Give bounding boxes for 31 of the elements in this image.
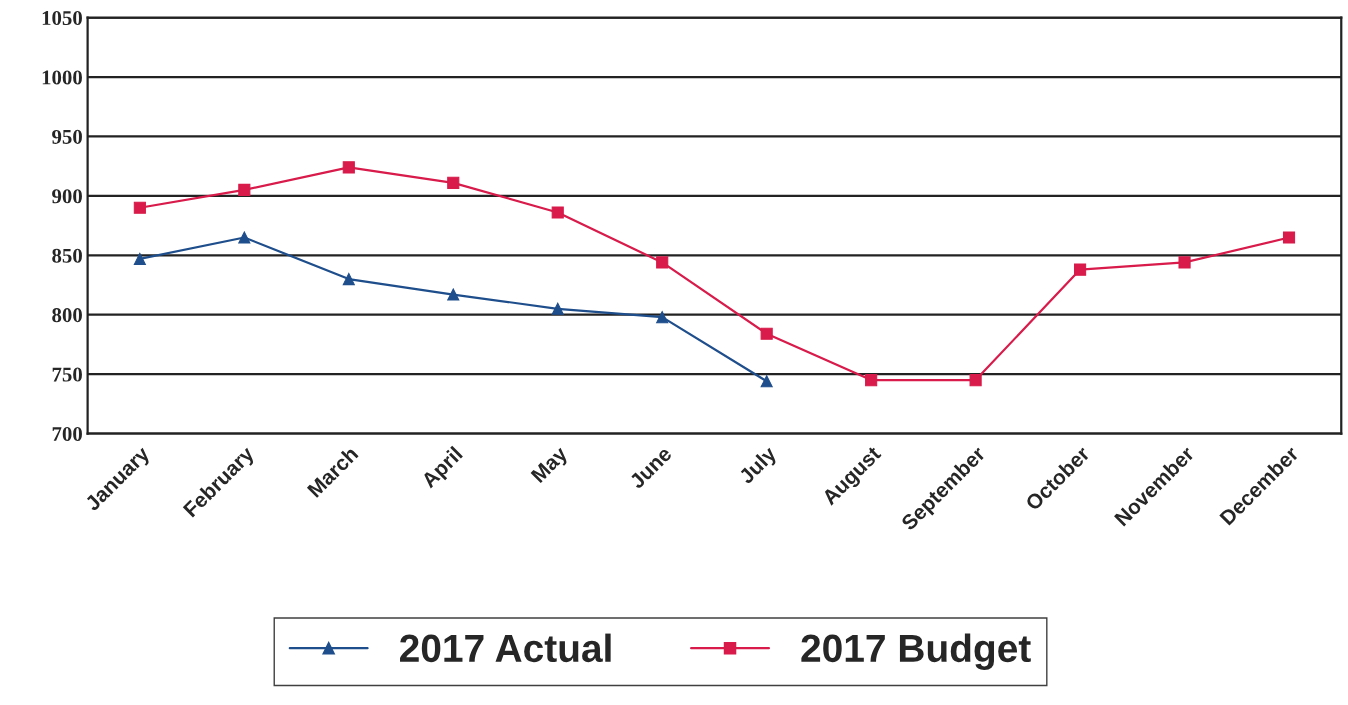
point — [865, 374, 878, 387]
y-tick-label: 900 — [52, 189, 82, 204]
legend-label: 2017 Actual — [400, 633, 611, 663]
y-tick-label: 800 — [52, 308, 82, 323]
y-tick-label: 850 — [52, 248, 82, 263]
point — [342, 161, 355, 174]
y-tick-label: 1050 — [42, 11, 82, 26]
point — [551, 302, 564, 315]
y-tick-label: 700 — [52, 426, 82, 442]
y-tick-label: 950 — [52, 129, 82, 144]
point — [133, 201, 146, 214]
point — [551, 206, 564, 219]
point — [969, 374, 982, 387]
y-tick-label: 1000 — [42, 70, 82, 85]
point — [1074, 263, 1087, 276]
point — [1282, 231, 1296, 244]
legend-label: 2017 Budget — [801, 633, 1031, 670]
point — [238, 231, 251, 244]
y-tick-label: 750 — [52, 367, 82, 382]
x-tick-label: May — [530, 445, 572, 487]
point — [656, 256, 669, 269]
point — [1178, 256, 1191, 269]
x-tick-label: July — [737, 444, 781, 488]
point — [760, 327, 773, 340]
point — [238, 183, 251, 197]
point — [656, 311, 669, 324]
point — [342, 273, 355, 286]
point — [133, 252, 146, 265]
point — [447, 288, 460, 301]
point — [760, 375, 773, 388]
point — [447, 176, 460, 189]
